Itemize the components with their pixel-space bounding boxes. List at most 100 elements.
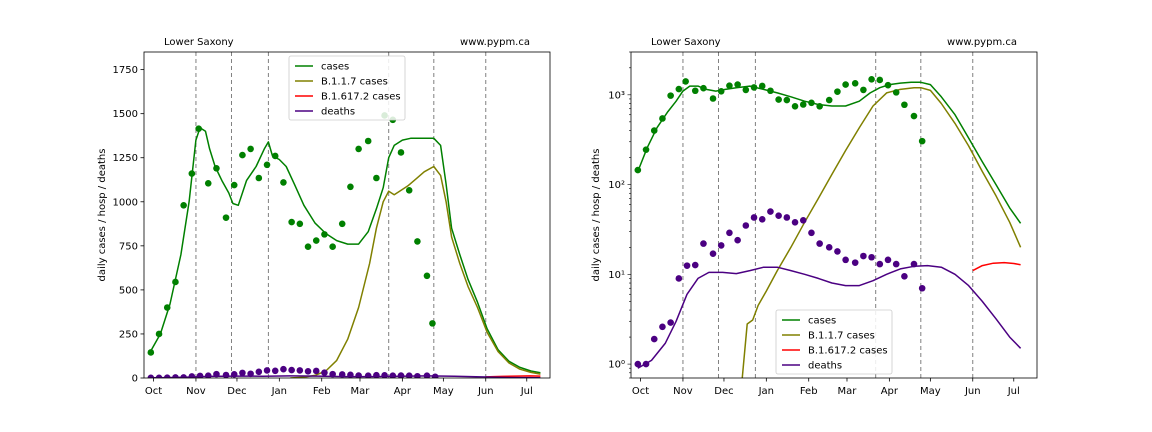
- chart-title-left: Lower Saxony: [651, 37, 721, 48]
- data-point-cases: [842, 81, 849, 88]
- data-point-cases: [834, 88, 841, 95]
- data-point-cases: [659, 115, 666, 122]
- data-point-deaths: [799, 217, 807, 224]
- data-point-deaths: [825, 244, 833, 251]
- x-tick-label: Dec: [714, 386, 733, 397]
- x-tick-label: Jul: [1007, 386, 1020, 397]
- data-point-cases: [918, 137, 926, 145]
- data-point-cases: [851, 79, 859, 87]
- data-point-cases: [816, 102, 823, 110]
- x-tick-label: Nov: [186, 386, 206, 397]
- legend-entry: B.1.1.7 cases: [808, 331, 875, 342]
- data-point-deaths: [659, 323, 666, 331]
- data-point-deaths: [312, 367, 320, 375]
- legend-entry: B.1.617.2 cases: [808, 346, 888, 357]
- data-point-cases: [304, 243, 312, 251]
- data-point-deaths: [373, 371, 380, 378]
- chart-panel-0: Oct Nov Dec Jan Feb Mar Apr May Jun Jul 0 250 500 750…: [97, 37, 551, 397]
- data-point-cases: [767, 87, 774, 95]
- legend-entry: deaths: [321, 107, 355, 118]
- data-point-deaths: [667, 319, 674, 326]
- data-point-deaths: [901, 273, 908, 280]
- data-point-deaths: [717, 242, 725, 249]
- x-tick-label: Oct: [632, 386, 649, 397]
- data-point-cases: [321, 231, 328, 238]
- series-line-b-1-617-2-cases: [972, 261, 1021, 272]
- data-point-cases: [414, 238, 421, 245]
- data-point-deaths: [750, 214, 758, 221]
- y-tick-label: 10⁰: [608, 360, 625, 371]
- axes-frame: [143, 51, 551, 379]
- y-tick-label: 10³: [608, 90, 625, 101]
- data-point-cases: [675, 85, 683, 93]
- plot-area: [634, 52, 1022, 378]
- data-point-cases: [204, 179, 212, 187]
- y-axis-label: daily cases / hosp / deaths: [97, 149, 108, 282]
- series-line-cases: [637, 81, 1022, 224]
- x-tick-label: Feb: [313, 386, 331, 397]
- data-point-deaths: [271, 367, 279, 375]
- data-point-cases: [397, 149, 405, 156]
- plot-area: [147, 52, 541, 378]
- data-point-deaths: [397, 372, 405, 378]
- data-point-cases: [726, 82, 733, 89]
- data-point-cases: [634, 166, 642, 174]
- data-point-cases: [791, 102, 799, 110]
- x-tick-label: Mar: [351, 386, 371, 397]
- data-point-cases: [775, 96, 782, 103]
- data-point-cases: [717, 87, 725, 95]
- data-point-deaths: [842, 256, 849, 264]
- data-point-cases: [808, 99, 815, 107]
- y-tick-label: 1000: [113, 197, 138, 208]
- data-point-deaths: [860, 252, 867, 260]
- data-point-cases: [709, 95, 717, 102]
- data-point-cases: [172, 278, 179, 286]
- data-point-deaths: [247, 370, 254, 378]
- data-point-cases: [147, 349, 155, 356]
- data-point-deaths: [188, 373, 196, 378]
- data-point-deaths: [347, 371, 354, 378]
- legend-box: [775, 309, 893, 375]
- data-point-cases: [263, 161, 271, 169]
- data-point-deaths: [389, 372, 397, 378]
- x-tick-label: May: [920, 386, 941, 397]
- legend-box: [288, 55, 406, 121]
- data-point-cases: [860, 86, 867, 94]
- data-point-cases: [296, 220, 304, 228]
- chart-title-right: www.pypm.ca: [947, 37, 1017, 48]
- data-point-cases: [682, 78, 689, 85]
- data-point-deaths: [650, 335, 658, 343]
- data-point-deaths: [180, 374, 187, 378]
- data-point-deaths: [280, 365, 287, 373]
- data-point-deaths: [775, 212, 782, 220]
- data-point-deaths: [816, 240, 823, 247]
- data-point-cases: [373, 174, 380, 182]
- data-point-cases: [188, 170, 196, 177]
- data-point-cases: [405, 187, 413, 194]
- data-point-cases: [876, 76, 884, 84]
- data-point-deaths: [783, 214, 791, 221]
- axes-frame: [630, 51, 1038, 379]
- legend-entry: B.1.1.7 cases: [321, 77, 388, 88]
- data-point-cases: [892, 89, 900, 96]
- data-point-cases: [347, 183, 354, 191]
- data-point-deaths: [405, 372, 413, 378]
- data-point-cases: [288, 218, 295, 226]
- data-point-deaths: [726, 229, 733, 237]
- data-point-deaths: [742, 222, 750, 229]
- data-point-cases: [180, 202, 187, 209]
- data-point-deaths: [364, 372, 372, 378]
- data-point-cases: [700, 84, 707, 92]
- y-tick-label: 1250: [113, 153, 138, 164]
- y-axis-label: daily cases / hosp / deaths: [591, 149, 602, 282]
- data-point-cases: [642, 146, 650, 153]
- data-point-deaths: [163, 374, 171, 378]
- data-point-deaths: [147, 374, 155, 378]
- data-point-cases: [222, 214, 230, 221]
- legend: cases B.1.1.7 cases B.1.617.2 cases deaths: [288, 55, 406, 121]
- data-point-deaths: [884, 256, 892, 264]
- x-tick-label: May: [433, 386, 454, 397]
- y-tick-label: 500: [119, 285, 138, 296]
- data-point-deaths: [172, 374, 179, 378]
